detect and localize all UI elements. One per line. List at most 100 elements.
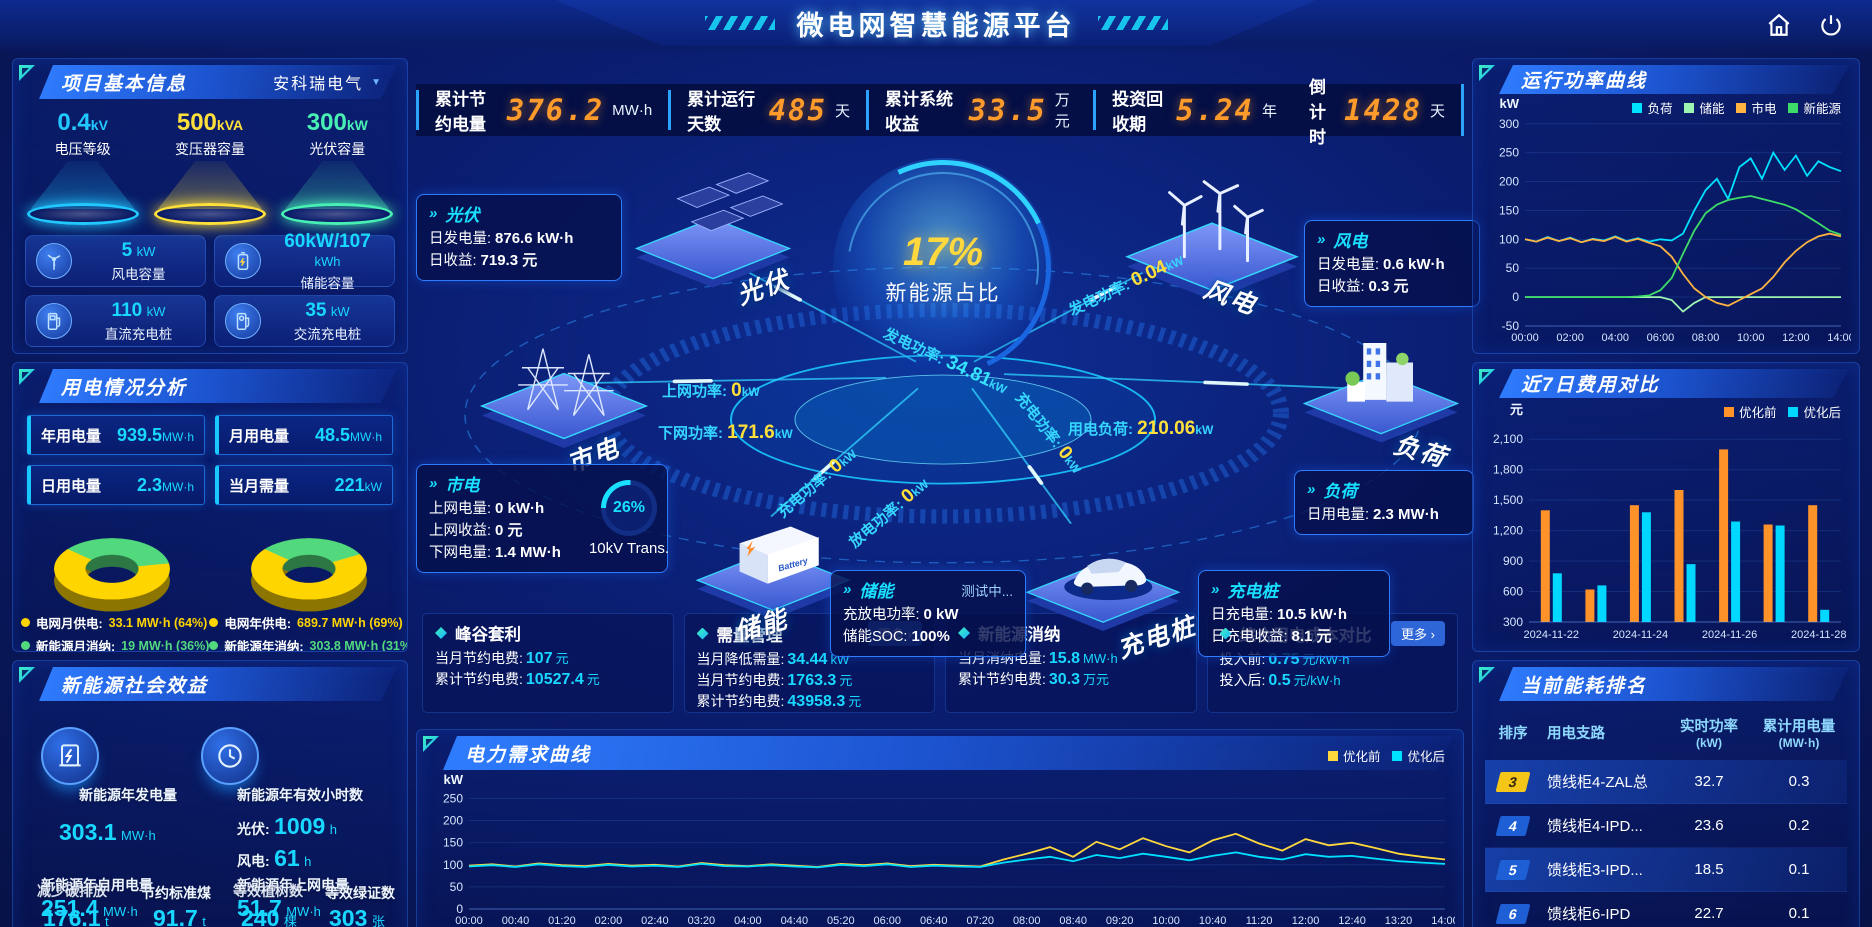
podium-label: 变压器容量 xyxy=(174,141,245,157)
legend-value: 689.7 MW·h (69%) xyxy=(297,615,403,630)
column-header: 用电支路 xyxy=(1547,726,1605,742)
kpi-1: 累计运行天数 485 天 xyxy=(668,90,866,134)
panel-project-info: 项目基本信息 安科瑞电气 ▼ 0.4kV 电压等级 500kVA 变压器容量 3… xyxy=(12,58,408,354)
capacity-card-3: 35 kW 交流充电桩 xyxy=(214,295,395,347)
kpi-0: 累计节约电量 376.2 MW·h xyxy=(416,90,668,134)
donut-legend-col-0: 电网月供电: 33.1 MW·h (64%) 新能源月消纳: 19 MW·h (… xyxy=(21,613,209,651)
benefit-value: 91.7 t xyxy=(153,905,206,927)
arrow-icon: » xyxy=(1211,581,1220,598)
svg-text:07:20: 07:20 xyxy=(966,915,994,927)
generation-icon xyxy=(41,727,99,785)
stat-unit: MW·h xyxy=(350,429,382,444)
legend-label: 新能源年消纳: xyxy=(224,640,304,652)
stat-value: 221 xyxy=(334,474,365,495)
demand-chart: 优化前 优化后 250 200 150 100 50 0 kW 00:00 00:40 01:20 0… xyxy=(425,750,1459,927)
info-row: 上网电量: 0 kW·h xyxy=(429,500,545,517)
benefit-label: 新能源年发电量 xyxy=(79,787,177,803)
power-stat-0: 年用电量 939.5MW·h xyxy=(27,415,205,455)
panel-cost-compare: 近7日费用对比 优化前 优化后 2,100 1,800 1,500 1,200 900 60… xyxy=(1472,362,1860,652)
benefit-value: 光伏: 1009 h xyxy=(237,813,337,839)
kpi-stats-bar: 累计节约电量 376.2 MW·h 累计运行天数 485 天 累计系统收益 33… xyxy=(416,78,1464,147)
legend-value: 33.1 MW·h (64%) xyxy=(108,615,208,630)
panel-energy-ranking: 当前能耗排名 排序 用电支路 实时功率 (kW) 累计用电量 (MW·h) 3 馈线柜4-… xyxy=(1472,660,1860,927)
panel-corner-icon xyxy=(1479,65,1495,81)
info-row: 日收益: 0.3 元 xyxy=(1317,278,1409,295)
top-header: 微电网智慧能源平台 xyxy=(0,0,1872,54)
panel-demand-curve: 电力需求曲线 优化前 优化后 250 200 150 100 50 0 kW 00:00 00:4… xyxy=(416,729,1464,927)
card-row: 累计节约电费: 43958.3 元 xyxy=(696,693,862,710)
legend-item: 优化前 xyxy=(1327,746,1380,765)
info-row: 日充电收益: 8.1 元 xyxy=(1211,628,1332,645)
capacity-label: 风电容量 xyxy=(111,266,166,282)
diamond-icon xyxy=(696,627,709,640)
power-stat-2: 日用电量 2.3MW·h xyxy=(27,465,205,505)
island-charger xyxy=(1021,506,1185,638)
svg-text:300: 300 xyxy=(1503,615,1523,629)
cost-compare-chart: 优化前 优化后 2,100 1,800 1,500 1,200 900 600 300 元 202… xyxy=(1481,400,1851,647)
diamond-icon xyxy=(435,627,447,639)
info-box-title: 储能 xyxy=(859,582,894,601)
diamond-icon xyxy=(1219,627,1232,640)
kpi-unit: 年 xyxy=(1262,102,1278,120)
clock-icon xyxy=(201,727,259,785)
company-select-value: 安科瑞电气 xyxy=(273,76,364,93)
power-icon[interactable] xyxy=(1816,10,1846,40)
capacity-card-0: 5 kW 风电容量 xyxy=(25,235,206,287)
info-row: 下网电量: 1.4 MW·h xyxy=(429,544,561,561)
kpi-value: 485 xyxy=(768,93,827,127)
kpi-unit: 万元 xyxy=(1054,92,1070,130)
social-benefit-body: 新能源年发电量 303.1 MW·h 新能源年有效小时数 光伏: 1009 h … xyxy=(13,701,407,927)
svg-text:900: 900 xyxy=(1503,554,1523,568)
dc-charger-icon xyxy=(36,303,72,339)
stat-label: 日用电量 xyxy=(41,477,102,495)
svg-text:00:00: 00:00 xyxy=(455,915,483,927)
svg-text:02:40: 02:40 xyxy=(641,915,669,927)
svg-text:08:00: 08:00 xyxy=(1013,915,1041,927)
svg-text:14:00: 14:00 xyxy=(1827,332,1851,344)
stat-label: 月用电量 xyxy=(229,427,290,445)
svg-text:250: 250 xyxy=(1499,146,1519,160)
header-decoration-left xyxy=(704,16,775,30)
wind-turbine-icon xyxy=(36,243,72,279)
info-row: 充放电功率: 0 kW xyxy=(843,606,959,623)
svg-text:0: 0 xyxy=(456,902,463,916)
svg-text:02:00: 02:00 xyxy=(1556,332,1584,344)
svg-text:1,200: 1,200 xyxy=(1493,524,1523,538)
info-row: 日充电量: 10.5 kW·h xyxy=(1211,606,1348,623)
panel-title: 近7日费用对比 xyxy=(1521,375,1660,396)
kpi-label: 累计系统收益 xyxy=(884,90,953,134)
svg-text:-50: -50 xyxy=(1502,319,1520,333)
more-button[interactable]: 更多 › xyxy=(1391,621,1445,646)
kpi-unit: 天 xyxy=(1429,102,1445,120)
legend-item: 优化前 xyxy=(1723,402,1776,421)
podium-value: 0.4 xyxy=(57,109,91,136)
chevron-down-icon: ▼ xyxy=(371,76,383,88)
company-select[interactable]: 安科瑞电气 ▼ xyxy=(273,70,383,94)
benefit-value: 303.1 MW·h xyxy=(59,819,156,845)
svg-text:04:00: 04:00 xyxy=(1602,332,1630,344)
kpi-value: 376.2 xyxy=(506,93,605,127)
stat-unit: MW·h xyxy=(162,479,194,494)
chart-legend: 负荷 储能 市电 新能源 xyxy=(1632,98,1841,117)
svg-text:10:00: 10:00 xyxy=(1152,915,1180,927)
legend-item: 优化后 xyxy=(1788,402,1841,421)
info-box-wind: » 风电 日发电量: 0.6 kW·h 日收益: 0.3 元 xyxy=(1304,220,1480,307)
panel-power-analysis: 用电情况分析 年用电量 939.5MW·h 月用电量 48.5MW·h 日用电量… xyxy=(12,362,408,652)
legend-value: 303.8 MW·h (31%) xyxy=(309,638,408,652)
svg-text:13:20: 13:20 xyxy=(1385,915,1413,927)
podium-unit: kW xyxy=(346,117,368,133)
capacity-label: 直流充电桩 xyxy=(104,326,173,342)
capacity-unit: kWh xyxy=(314,253,341,269)
home-icon[interactable] xyxy=(1764,10,1794,40)
info-row: 储能SOC: 100% xyxy=(843,628,950,645)
flow-label-load-power: 用电负荷: 210.06kW xyxy=(1068,418,1214,439)
stat-unit: kW xyxy=(364,479,382,494)
capacity-label: 储能容量 xyxy=(300,275,355,291)
svg-text:kW: kW xyxy=(444,772,464,787)
panel-corner-icon xyxy=(423,736,439,752)
svg-text:04:00: 04:00 xyxy=(734,915,762,927)
svg-text:1,500: 1,500 xyxy=(1493,493,1523,507)
card-row: 当月节约电费: 1763.3 元 xyxy=(696,672,853,689)
kpi-2: 累计系统收益 33.5 万元 xyxy=(865,90,1093,134)
podium-label: 光伏容量 xyxy=(309,141,366,157)
